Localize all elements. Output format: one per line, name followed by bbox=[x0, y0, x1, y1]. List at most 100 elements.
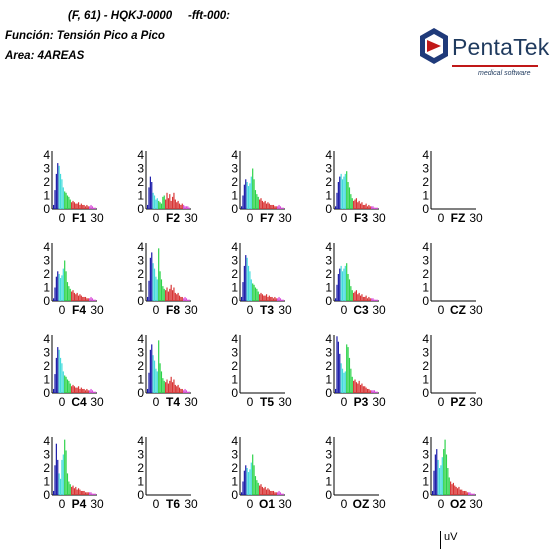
x-tick-label: 0 bbox=[247, 211, 254, 225]
spectrum-bar bbox=[91, 390, 94, 393]
spectrum-bar bbox=[178, 295, 181, 301]
x-tick-label: 0 bbox=[341, 211, 348, 225]
x-tick-label: 0 bbox=[438, 303, 445, 317]
y-tick-label: 2 bbox=[43, 175, 50, 189]
spectrum-bar bbox=[364, 386, 366, 393]
spectrum-bar bbox=[162, 378, 164, 393]
spectrum-bar bbox=[72, 200, 74, 209]
spectrum-bar bbox=[441, 457, 443, 495]
y-tick-label: 0 bbox=[325, 294, 332, 308]
spectrum-bar bbox=[348, 187, 351, 209]
spectrum-bar bbox=[73, 202, 75, 209]
spectrum-bar bbox=[187, 206, 189, 209]
spectrum-bar bbox=[61, 363, 63, 393]
spectrum-bar bbox=[270, 204, 272, 209]
spectrum-bar bbox=[340, 265, 342, 301]
spectrum-bar bbox=[245, 179, 247, 209]
spectrum-bar bbox=[358, 380, 360, 393]
y-tick-label: 4 bbox=[325, 332, 332, 346]
y-tick-label: 4 bbox=[137, 148, 144, 162]
spectrum-bar bbox=[87, 390, 89, 393]
y-tick-label: 0 bbox=[137, 294, 144, 308]
spectrum-bar bbox=[450, 481, 452, 495]
y-tick-label: 1 bbox=[422, 281, 429, 295]
spectrum-bar bbox=[366, 298, 369, 301]
x-tick-label: 30 bbox=[184, 497, 198, 511]
x-tick-label: 0 bbox=[153, 395, 160, 409]
spectrum-bar bbox=[347, 274, 349, 301]
spectrum-bar bbox=[366, 206, 369, 209]
y-tick-label: 2 bbox=[231, 461, 238, 475]
y-tick-label: 2 bbox=[325, 359, 332, 373]
y-tick-label: 3 bbox=[325, 448, 332, 462]
y-tick-label: 1 bbox=[137, 189, 144, 203]
spectrum-bar bbox=[361, 202, 363, 209]
spectrum-bar bbox=[257, 196, 259, 209]
spectrum-bar bbox=[267, 488, 269, 495]
spectrum-bar bbox=[62, 187, 64, 209]
y-tick-label: 4 bbox=[422, 332, 429, 346]
spectrum-bar bbox=[177, 292, 179, 301]
spectrum-bar bbox=[282, 493, 284, 495]
y-tick-label: 1 bbox=[43, 373, 50, 387]
y-tick-label: 0 bbox=[137, 386, 144, 400]
y-tick-label: 1 bbox=[43, 189, 50, 203]
y-tick-label: 3 bbox=[422, 162, 429, 176]
recording-code: (F, 61) - HQKJ-0000 bbox=[68, 10, 173, 22]
spectrum-bar bbox=[80, 490, 82, 495]
spectrum-bar bbox=[249, 271, 251, 301]
spectrum-bar bbox=[83, 490, 85, 495]
spectrum-bar bbox=[463, 490, 466, 495]
spectrum-bar bbox=[247, 472, 250, 495]
spectrum-bar bbox=[341, 368, 344, 393]
channel-label: O2 bbox=[450, 497, 466, 511]
spectrum-bar bbox=[336, 336, 338, 393]
x-tick-label: 30 bbox=[90, 303, 104, 317]
spectrum-bar bbox=[272, 298, 275, 301]
spectrum-bar bbox=[354, 199, 356, 209]
spectrum-bar bbox=[148, 187, 150, 209]
spectrum-bar bbox=[253, 179, 255, 209]
spectrum-bar bbox=[252, 168, 254, 209]
spectrum-bar bbox=[254, 287, 257, 301]
spectrum-bar bbox=[148, 372, 150, 393]
spectrum-bar bbox=[171, 290, 174, 301]
spectrum-bar bbox=[281, 207, 283, 209]
spectrum-bar bbox=[87, 206, 89, 209]
spectrum-bar bbox=[77, 386, 80, 393]
x-tick-label: 0 bbox=[59, 395, 66, 409]
y-tick-label: 2 bbox=[137, 359, 144, 373]
spectrum-bar bbox=[82, 388, 84, 393]
spectrum-bar bbox=[263, 295, 265, 301]
y-tick-label: 1 bbox=[422, 475, 429, 489]
fft-label: -fft-000: bbox=[188, 10, 230, 22]
spectrum-bar bbox=[452, 482, 454, 495]
spectrum-bar bbox=[438, 468, 441, 495]
spectrum-bar bbox=[339, 176, 341, 209]
y-tick-label: 3 bbox=[422, 254, 429, 268]
y-tick-label: 4 bbox=[231, 240, 238, 254]
spectrum-bar bbox=[275, 492, 277, 495]
spectrum-bar bbox=[76, 203, 78, 209]
x-tick-label: 30 bbox=[184, 395, 198, 409]
y-tick-label: 0 bbox=[422, 386, 429, 400]
spectrum-bar bbox=[268, 489, 270, 495]
spectrum-bar bbox=[155, 368, 157, 393]
spectrum-bar bbox=[274, 206, 276, 209]
spectrum-bar bbox=[166, 379, 168, 393]
y-tick-label: 2 bbox=[422, 359, 429, 373]
spectrum-bar bbox=[66, 379, 69, 393]
spectrum-bar bbox=[472, 493, 474, 495]
spectrum-bar bbox=[58, 274, 60, 301]
spectrum-bar bbox=[73, 292, 75, 301]
spectrum-bar bbox=[93, 493, 95, 495]
spectrum-bar bbox=[268, 295, 270, 301]
spectrum-bar bbox=[174, 292, 176, 301]
x-tick-label: 30 bbox=[278, 497, 292, 511]
channel-label: F4 bbox=[72, 303, 86, 317]
x-tick-label: 0 bbox=[438, 497, 445, 511]
